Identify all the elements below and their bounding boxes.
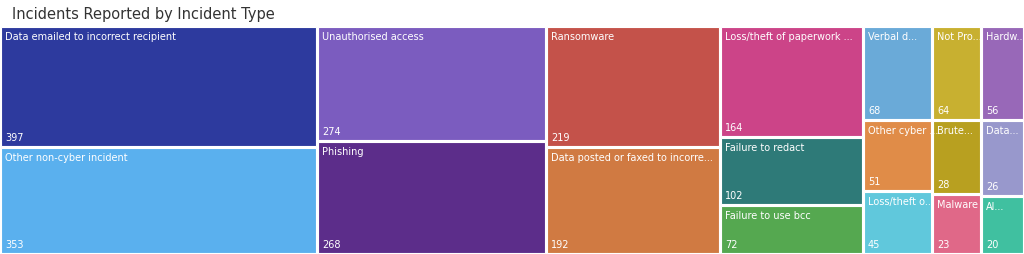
Text: 64: 64 bbox=[937, 106, 949, 116]
Text: Phishing: Phishing bbox=[323, 147, 364, 156]
Text: Malware: Malware bbox=[937, 199, 978, 209]
Text: 68: 68 bbox=[868, 106, 881, 116]
Bar bbox=[933, 195, 980, 253]
Bar bbox=[1, 148, 316, 253]
Text: 102: 102 bbox=[725, 191, 743, 201]
Bar bbox=[547, 28, 719, 147]
Bar bbox=[982, 122, 1023, 195]
Bar bbox=[933, 28, 980, 120]
Text: 20: 20 bbox=[986, 239, 998, 249]
Text: 192: 192 bbox=[551, 239, 569, 249]
Text: 26: 26 bbox=[986, 181, 998, 191]
Text: Ransomware: Ransomware bbox=[551, 32, 614, 42]
Text: Failure to use bcc: Failure to use bcc bbox=[725, 211, 811, 220]
Text: 23: 23 bbox=[937, 239, 949, 249]
Text: 72: 72 bbox=[725, 239, 737, 249]
Text: Other non-cyber incident: Other non-cyber incident bbox=[5, 152, 128, 162]
Bar bbox=[318, 142, 545, 253]
Text: 274: 274 bbox=[323, 127, 341, 137]
Text: Al...: Al... bbox=[986, 201, 1005, 211]
Text: 51: 51 bbox=[868, 177, 881, 187]
Bar bbox=[933, 122, 980, 193]
Text: 28: 28 bbox=[937, 179, 949, 189]
Text: Brute...: Brute... bbox=[937, 126, 973, 136]
Bar bbox=[864, 122, 931, 190]
Text: Unauthorised access: Unauthorised access bbox=[323, 32, 424, 42]
Bar bbox=[318, 28, 545, 141]
Text: Data emailed to incorrect recipient: Data emailed to incorrect recipient bbox=[5, 32, 176, 42]
Text: Loss/theft of paperwork ...: Loss/theft of paperwork ... bbox=[725, 32, 853, 42]
Text: Data posted or faxed to incorre...: Data posted or faxed to incorre... bbox=[551, 153, 713, 163]
Text: Hardw...: Hardw... bbox=[986, 32, 1024, 42]
Text: Incidents Reported by Incident Type: Incidents Reported by Incident Type bbox=[12, 7, 275, 22]
Text: 268: 268 bbox=[323, 239, 341, 249]
Text: 397: 397 bbox=[5, 132, 24, 142]
Bar bbox=[721, 28, 862, 136]
Bar bbox=[721, 138, 862, 204]
Text: Not Pro...: Not Pro... bbox=[937, 32, 982, 42]
Bar bbox=[864, 193, 931, 253]
Text: 56: 56 bbox=[986, 106, 998, 116]
Text: Verbal d...: Verbal d... bbox=[868, 32, 918, 42]
Text: Loss/theft o...: Loss/theft o... bbox=[868, 197, 934, 207]
Bar bbox=[982, 197, 1023, 253]
Bar bbox=[721, 207, 862, 253]
Text: Failure to redact: Failure to redact bbox=[725, 142, 805, 152]
Bar bbox=[864, 28, 931, 120]
Text: Other cyber ...: Other cyber ... bbox=[868, 126, 938, 136]
Text: 219: 219 bbox=[551, 133, 569, 143]
Text: 164: 164 bbox=[725, 122, 743, 132]
Text: Data...: Data... bbox=[986, 126, 1019, 136]
Bar bbox=[547, 149, 719, 253]
Text: 45: 45 bbox=[868, 239, 881, 249]
Text: 353: 353 bbox=[5, 239, 24, 249]
Bar bbox=[982, 28, 1023, 120]
Bar bbox=[1, 28, 316, 146]
